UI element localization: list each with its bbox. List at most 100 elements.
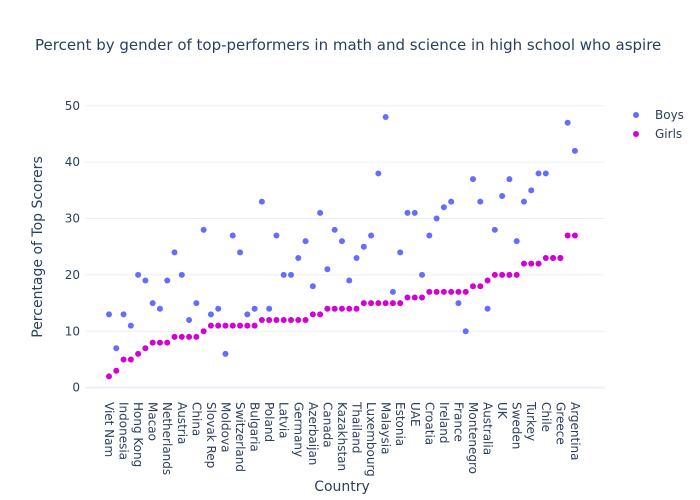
point (295, 317, 302, 324)
point (331, 226, 338, 233)
point (520, 260, 527, 267)
point (171, 333, 178, 340)
point (266, 305, 273, 312)
point (462, 288, 469, 295)
point (120, 356, 127, 363)
point (266, 317, 273, 324)
point (404, 209, 411, 216)
x-tick-label: Luxembourg (364, 402, 378, 477)
point (135, 271, 142, 278)
point (513, 238, 520, 245)
y-tick-label: 10 (65, 324, 80, 338)
point (440, 204, 447, 211)
point (491, 271, 498, 278)
point (550, 255, 557, 262)
point (426, 288, 433, 295)
point (419, 271, 426, 278)
point (273, 317, 280, 324)
x-tick-label: Malaysia (379, 402, 393, 454)
point (433, 288, 440, 295)
point (229, 232, 236, 239)
point (346, 305, 353, 312)
point (149, 300, 156, 307)
point (309, 311, 316, 318)
x-tick-label: Canada (320, 402, 334, 448)
point (411, 294, 418, 301)
point (360, 243, 367, 250)
point (564, 232, 571, 239)
point (477, 198, 484, 205)
x-tick-label: Croatia (422, 402, 436, 445)
x-tick-label: Poland (262, 402, 276, 442)
legend-label: Girls (655, 127, 682, 141)
point (237, 249, 244, 256)
point (542, 170, 549, 177)
legend-marker (633, 112, 639, 118)
x-tick-label: Latvia (277, 402, 291, 439)
point (491, 226, 498, 233)
point (309, 283, 316, 290)
point (215, 322, 222, 329)
point (557, 255, 564, 262)
point (375, 300, 382, 307)
point (382, 300, 389, 307)
point (127, 322, 134, 329)
point (317, 209, 324, 216)
point (302, 238, 309, 245)
point (258, 198, 265, 205)
y-tick-label: 30 (65, 212, 80, 226)
y-tick-label: 40 (65, 155, 80, 169)
point (426, 232, 433, 239)
point (215, 305, 222, 312)
point (506, 176, 513, 183)
point (455, 300, 462, 307)
x-tick-label: Slovak Rep (204, 402, 218, 468)
point (338, 238, 345, 245)
x-tick-label: Sweden (510, 402, 524, 449)
x-tick-label: Macao (146, 402, 160, 441)
point (164, 277, 171, 284)
point (113, 345, 120, 352)
point (564, 119, 571, 126)
point (404, 294, 411, 301)
point (528, 260, 535, 267)
y-tick-label: 50 (65, 99, 80, 113)
point (193, 333, 200, 340)
x-tick-label: Indonesia (117, 402, 131, 460)
point (288, 317, 294, 324)
legend-label: Boys (655, 108, 684, 122)
x-tick-label: Netherlands (160, 402, 174, 475)
x-tick-label: Greece (553, 402, 567, 445)
x-tick-label: Turkey (524, 401, 538, 441)
y-tick-label: 20 (65, 268, 80, 282)
point (448, 288, 455, 295)
point (571, 147, 578, 154)
point (324, 305, 331, 312)
point (477, 283, 484, 290)
point (520, 198, 527, 205)
point (280, 271, 287, 278)
point (106, 311, 112, 318)
point (470, 283, 476, 290)
point (171, 249, 178, 256)
x-tick-label: Austria (175, 402, 189, 444)
point (207, 311, 214, 318)
point (506, 271, 513, 278)
point (346, 277, 353, 284)
point (411, 209, 418, 216)
point (164, 339, 171, 346)
point (419, 294, 426, 301)
point (273, 232, 280, 239)
point (156, 339, 163, 346)
point (535, 170, 542, 177)
point (178, 271, 185, 278)
legend-marker (633, 131, 639, 137)
point (338, 305, 345, 312)
point (251, 322, 258, 329)
point (135, 350, 142, 357)
point (317, 311, 324, 318)
point (389, 288, 396, 295)
point (142, 345, 149, 352)
point (353, 305, 360, 312)
